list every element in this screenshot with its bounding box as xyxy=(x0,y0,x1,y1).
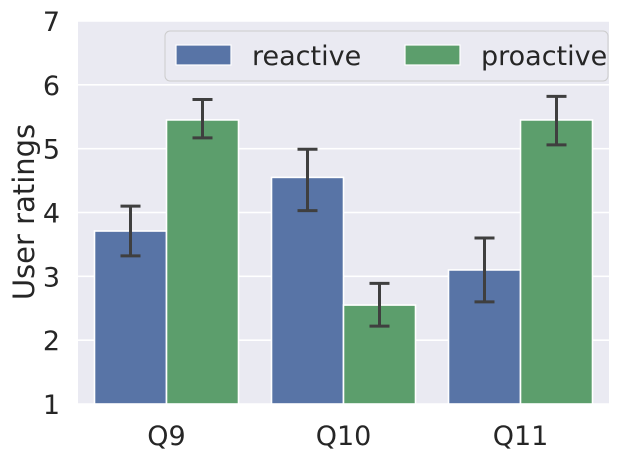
x-tick-label: Q9 xyxy=(147,421,185,452)
y-tick-label: 5 xyxy=(43,135,60,166)
x-tick-label: Q11 xyxy=(493,421,549,452)
y-axis-label: User ratings xyxy=(7,124,41,300)
y-tick-label: 6 xyxy=(43,71,60,102)
bar-proactive-Q9 xyxy=(165,119,240,405)
legend-label-proactive: proactive xyxy=(481,41,607,72)
y-tick-label: 1 xyxy=(43,390,60,421)
legend: reactive proactive xyxy=(164,30,609,82)
y-tick-label: 7 xyxy=(43,7,60,38)
error-bars xyxy=(120,94,567,328)
legend-swatch-reactive xyxy=(175,44,232,66)
bar-proactive-Q11 xyxy=(519,119,594,405)
bars xyxy=(93,119,594,405)
legend-box xyxy=(164,30,609,82)
y-tick-labels: 1 2 3 4 5 6 7 xyxy=(43,7,60,421)
x-tick-labels: Q9 Q10 Q11 xyxy=(147,421,548,452)
x-tick-label: Q10 xyxy=(316,421,372,452)
y-tick-label: 2 xyxy=(43,326,60,357)
y-tick-label: 4 xyxy=(43,199,60,230)
legend-label-reactive: reactive xyxy=(252,41,361,72)
bar-reactive-Q10 xyxy=(270,176,345,405)
legend-swatch-proactive xyxy=(404,44,461,66)
y-tick-label: 3 xyxy=(43,262,60,293)
